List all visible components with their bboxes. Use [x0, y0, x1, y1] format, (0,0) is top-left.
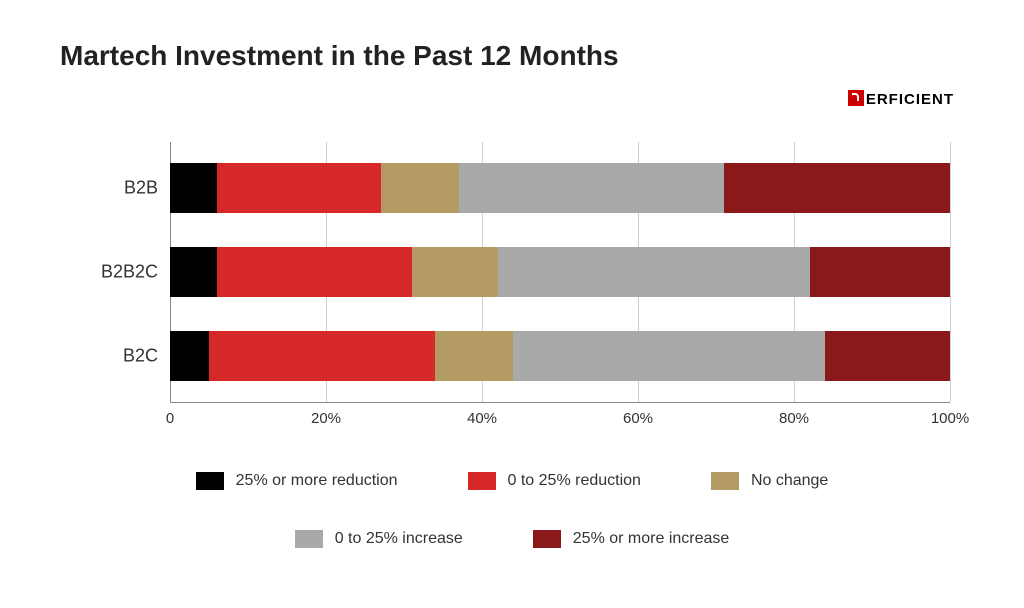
bar-segment: [217, 163, 381, 213]
chart-title: Martech Investment in the Past 12 Months: [60, 40, 964, 72]
bar-row: [170, 163, 950, 213]
x-tick-label: 100%: [931, 410, 969, 427]
bar-segment: [170, 247, 217, 297]
chart-area: 020%40%60%80%100%B2BB2B2CB2C: [120, 142, 950, 432]
category-label: B2C: [68, 346, 158, 367]
bar-segment: [724, 163, 950, 213]
legend-item: 0 to 25% reduction: [468, 472, 641, 490]
bar-segment: [170, 163, 217, 213]
legend-item: 0 to 25% increase: [295, 530, 463, 548]
legend-label: 0 to 25% increase: [335, 530, 463, 548]
x-tick-label: 80%: [779, 410, 809, 427]
legend-label: 25% or more reduction: [236, 472, 398, 490]
bar-segment: [381, 163, 459, 213]
bar-segment: [435, 331, 513, 381]
legend-swatch: [711, 472, 739, 490]
bar-segment: [825, 331, 950, 381]
x-tick-label: 40%: [467, 410, 497, 427]
bar-row: [170, 331, 950, 381]
bar-segment: [810, 247, 950, 297]
legend-swatch: [533, 530, 561, 548]
bar-segment: [459, 163, 724, 213]
legend-label: 25% or more increase: [573, 530, 730, 548]
bar-segment: [498, 247, 810, 297]
bar-segment: [412, 247, 498, 297]
legend-swatch: [196, 472, 224, 490]
legend-swatch: [468, 472, 496, 490]
legend-item: No change: [711, 472, 828, 490]
bar-segment: [217, 247, 412, 297]
legend-label: No change: [751, 472, 828, 490]
x-tick-label: 20%: [311, 410, 341, 427]
legend-item: 25% or more increase: [533, 530, 730, 548]
gridline: [950, 142, 951, 402]
bar-row: [170, 247, 950, 297]
brand-logo: ERFICIENT: [848, 90, 954, 108]
legend-swatch: [295, 530, 323, 548]
x-tick-label: 0: [166, 410, 174, 427]
bar-segment: [209, 331, 435, 381]
plot-area: [170, 142, 950, 402]
legend-label: 0 to 25% reduction: [508, 472, 641, 490]
legend: 25% or more reduction 0 to 25% reduction N…: [60, 472, 964, 548]
category-label: B2B2C: [68, 262, 158, 283]
category-label: B2B: [68, 178, 158, 199]
brand-text: ERFICIENT: [866, 91, 954, 108]
brand-p-icon: [848, 90, 864, 106]
legend-item: 25% or more reduction: [196, 472, 398, 490]
x-axis: [170, 402, 950, 403]
bar-segment: [170, 331, 209, 381]
bar-segment: [513, 331, 825, 381]
x-tick-label: 60%: [623, 410, 653, 427]
